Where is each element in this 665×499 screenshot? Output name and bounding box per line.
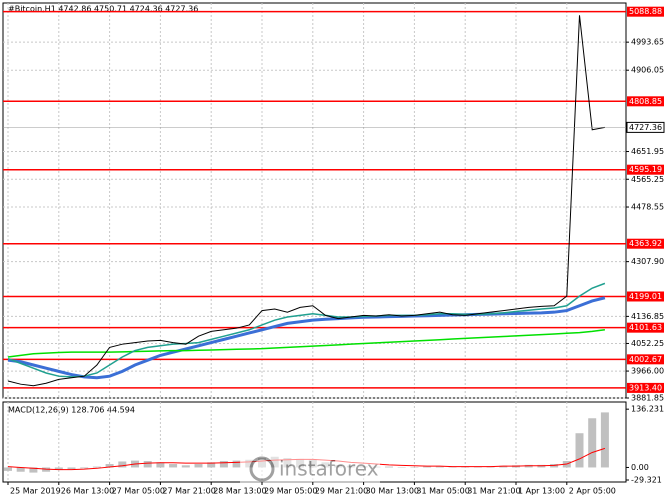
y-tick-label: 136.231 — [631, 405, 664, 414]
price-line — [7, 15, 605, 387]
moving-average — [7, 282, 606, 378]
level-label: 4199.01 — [629, 292, 662, 301]
level-label: 4002.67 — [629, 355, 662, 364]
macd-bar — [181, 465, 190, 468]
level-tag — [627, 354, 664, 365]
x-tick-label: 1 Apr 13:00 — [518, 487, 565, 496]
macd-bar — [105, 464, 114, 468]
x-tick-label: 29 Mar 05:00 — [264, 487, 317, 496]
moving-average — [7, 329, 605, 358]
macd-bar — [435, 466, 444, 468]
macd-bar — [194, 464, 203, 468]
level-tag — [627, 96, 664, 107]
macd-bar — [92, 466, 101, 468]
level-label: 3913.40 — [629, 383, 662, 392]
macd-bar — [29, 467, 38, 473]
y-tick-label: 4307.90 — [631, 257, 664, 266]
macd-bar — [118, 461, 127, 468]
y-tick-label: 4651.95 — [631, 147, 664, 156]
level-label: 4363.92 — [629, 239, 662, 248]
x-tick-label: 25 Mar 2019 — [10, 487, 61, 496]
x-tick-label: 26 Mar 13:00 — [61, 487, 114, 496]
level-tag — [627, 322, 664, 333]
x-tick-label: 27 Mar 21:00 — [162, 487, 215, 496]
y-tick-label: 3966.00 — [631, 367, 664, 376]
y-tick-label: 4052.25 — [631, 339, 664, 348]
macd-bar — [67, 467, 76, 470]
x-tick-label: 2 Apr 05:00 — [569, 487, 616, 496]
macd-bar — [600, 412, 609, 468]
x-tick-label: 29 Mar 21:00 — [315, 487, 368, 496]
level-label: 5088.88 — [629, 7, 662, 16]
macd-bar — [16, 467, 25, 472]
macd-bar — [385, 466, 393, 468]
watermark-logo: instaforex — [240, 450, 380, 490]
level-label: 4101.63 — [629, 323, 662, 332]
x-tick-label: 31 Mar 21:00 — [467, 487, 520, 496]
chart-title: #Bitcoin,H1 4742.86 4750.71 4724.36 4727… — [8, 5, 198, 14]
y-tick-label: 3881.85 — [631, 394, 664, 403]
y-tick-label: 4993.65 — [631, 38, 664, 47]
macd-bar — [207, 462, 216, 468]
moving-average — [7, 296, 606, 380]
price-panel — [2, 2, 627, 399]
level-tag — [627, 291, 664, 302]
macd-bar — [4, 467, 12, 471]
current-price-tag — [626, 121, 665, 133]
y-tick-label: 4478.55 — [631, 203, 664, 212]
macd-bar — [143, 461, 152, 468]
x-tick-label: 28 Mar 13:00 — [213, 487, 266, 496]
current-price-label: 4727.36 — [629, 123, 662, 132]
macd-bar — [588, 418, 597, 468]
macd-bar — [54, 467, 63, 471]
y-tick-label: 4565.25 — [631, 175, 664, 184]
y-tick-label: -29.321 — [631, 475, 662, 484]
macd-bar — [575, 433, 584, 468]
x-tick-label: 27 Mar 05:00 — [112, 487, 165, 496]
level-tag — [627, 164, 664, 175]
level-label: 4595.19 — [629, 165, 662, 174]
macd-bar — [423, 466, 432, 468]
y-tick-label: 0.00 — [631, 463, 649, 472]
macd-bar — [232, 460, 241, 468]
y-tick-label: 4906.05 — [631, 66, 664, 75]
y-tick-label: 4136.85 — [631, 312, 664, 321]
macd-label: MACD(12,26,9) 128.706 44.594 — [8, 406, 135, 415]
macd-bar — [80, 467, 89, 469]
x-tick-label: 30 Mar 13:00 — [366, 487, 419, 496]
macd-bar — [219, 461, 228, 468]
macd-bar — [169, 464, 178, 468]
watermark: instaforex — [279, 457, 379, 481]
level-label: 4808.85 — [629, 97, 662, 106]
macd-bar — [156, 462, 165, 468]
level-tag — [627, 238, 664, 249]
x-tick-label: 31 Mar 05:00 — [416, 487, 469, 496]
level-tag — [627, 6, 664, 17]
level-tag — [627, 382, 664, 393]
